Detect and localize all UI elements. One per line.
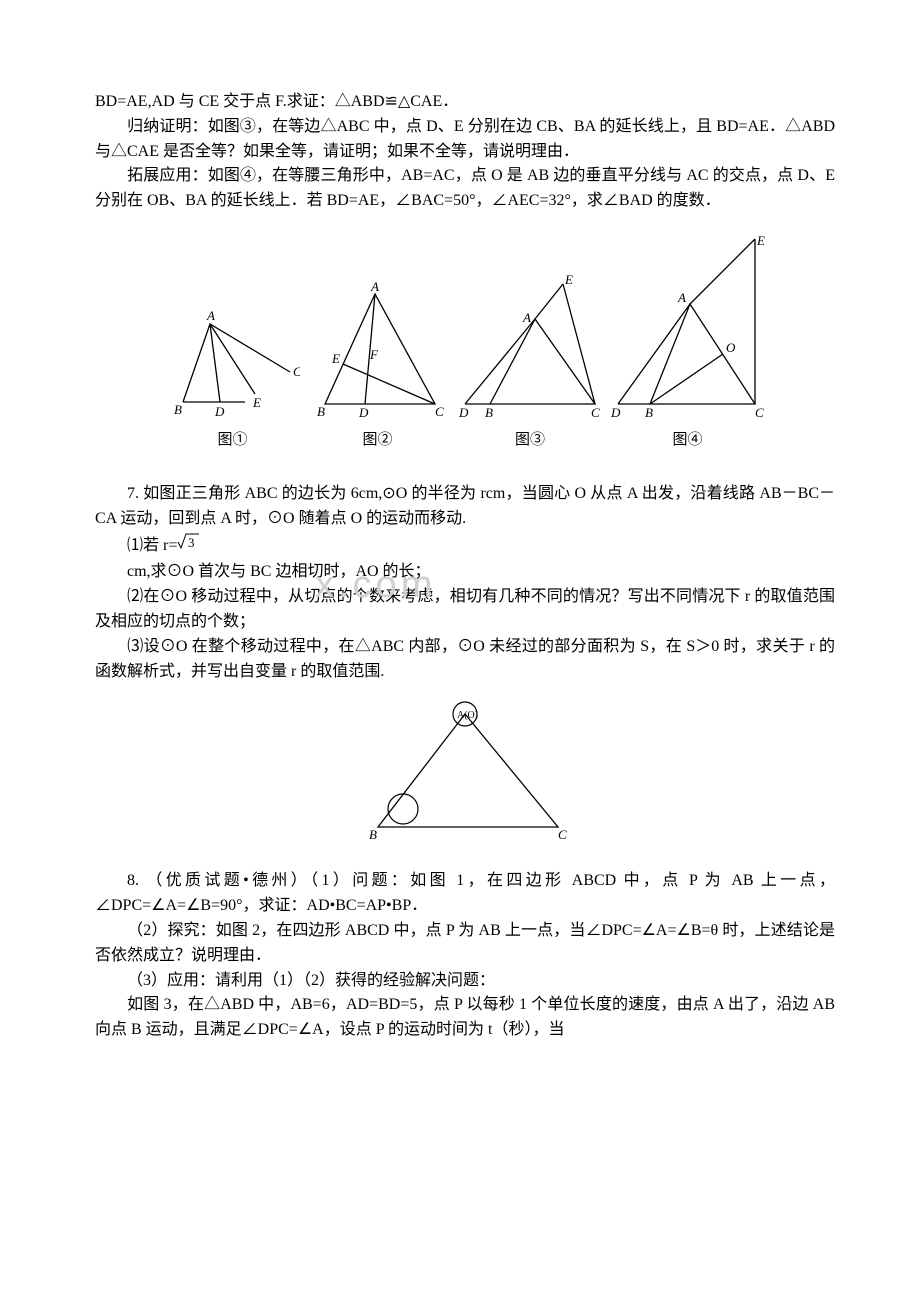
q7-sub2-text: ⑵在⊙O 移动过程中，从切点的个数来考虑，相切有几种不同的情况？写出不同情况下 …	[95, 588, 835, 630]
fig5-label-a: A(O)	[457, 710, 478, 721]
fig3-label-b: B	[485, 405, 493, 420]
fig3-label-a: A	[522, 310, 531, 325]
paragraph-2: 归纳证明：如图③，在等边△ABC 中，点 D、E 分别在边 CB、BA 的延长线…	[95, 115, 835, 165]
fig2-label-b: B	[317, 404, 325, 419]
q8-p2-text: （2）探究：如图 2，在四边形 ABCD 中，点 P 为 AB 上一点，当∠DP…	[95, 922, 835, 964]
fig2-caption: 图②	[362, 428, 392, 452]
figure-2: A B C D E F 图②	[305, 279, 450, 452]
figure-1-svg: A B D E C	[165, 304, 300, 424]
fig2-label-c: C	[435, 404, 444, 419]
fig2-label-d: D	[358, 405, 369, 420]
fig4-label-a: A	[677, 290, 686, 305]
q8-p1-text: 8. （优质试题•德州）（1）问题：如图 1，在四边形 ABCD 中，点 P 为…	[95, 872, 835, 914]
fig4-caption: 图④	[672, 428, 702, 452]
svg-text:3: 3	[188, 535, 195, 550]
fig4-label-c: C	[755, 405, 764, 420]
paragraph-3-text: 拓展应用：如图④，在等腰三角形中，AB=AC，点 O 是 AB 边的垂直平分线与…	[95, 167, 835, 209]
fig3-label-c: C	[591, 405, 600, 420]
fig1-label-a: A	[206, 308, 215, 323]
q7-sub1a-text: ⑴若 r=	[127, 537, 177, 554]
fig2-label-a: A	[370, 279, 379, 294]
q7-sub2: ⑵在⊙O 移动过程中，从切点的个数来考虑，相切有几种不同的情况？写出不同情况下 …	[95, 585, 835, 635]
fig3-caption: 图③	[515, 428, 545, 452]
q8-p3: （3）应用：请利用（1）（2）获得的经验解决问题：	[95, 969, 835, 994]
figure-1: A B D E C 图①	[165, 304, 300, 452]
watermark-region: x.com cm,求⊙O 首次与 BC 边相切时，AO 的长； ⑵在⊙O 移动过…	[95, 560, 835, 634]
fig1-label-b: B	[174, 402, 182, 417]
q7-stem-text: 7. 如图正三角形 ABC 的边长为 6cm,⊙O 的半径为 rcm，当圆心 O…	[95, 485, 835, 527]
paragraph-1: BD=AE,AD 与 CE 交于点 F.求证：△ABD≌△CAE．	[95, 90, 835, 115]
fig5-label-c: C	[558, 827, 567, 842]
fig4-label-o: O	[726, 340, 736, 355]
q7-sub1b: cm,求⊙O 首次与 BC 边相切时，AO 的长；	[95, 560, 835, 585]
figure-4: A B C D E O 图④	[610, 234, 765, 452]
q7-sub3: ⑶设⊙O 在整个移动过程中，在△ABC 内部，⊙O 未经过的部分面积为 S，在 …	[95, 635, 835, 685]
q7-sub1b-text: cm,求⊙O 首次与 BC 边相切时，AO 的长；	[127, 563, 431, 580]
fig1-label-e: E	[252, 395, 261, 410]
figure-4-svg: A B C D E O	[610, 234, 765, 424]
fig5-label-b: B	[369, 827, 377, 842]
figure-5-svg: A(O) B C	[358, 699, 573, 844]
q8-p4-text: 如图 3，在△ABD 中，AB=6，AD=BD=5，点 P 以每秒 1 个单位长…	[95, 996, 835, 1038]
fig3-label-d: D	[458, 405, 469, 420]
q8-p4: 如图 3，在△ABD 中，AB=6，AD=BD=5，点 P 以每秒 1 个单位长…	[95, 993, 835, 1043]
fig4-label-d: D	[610, 405, 621, 420]
fig3-label-e: E	[564, 274, 573, 287]
figures-row-1: A B D E C 图① A B C D E F 图② A B C D E	[95, 234, 835, 452]
fig4-label-b: B	[645, 405, 653, 420]
fig2-label-f: F	[369, 347, 379, 362]
fig1-caption: 图①	[217, 428, 247, 452]
figure-2-svg: A B C D E F	[305, 279, 450, 424]
fig4-label-e: E	[756, 234, 765, 248]
fig2-label-e: E	[331, 351, 340, 366]
figure-3-svg: A B C D E	[455, 274, 605, 424]
fig1-label-c: C	[293, 364, 300, 379]
figure-5-container: A(O) B C	[95, 699, 835, 844]
paragraph-3: 拓展应用：如图④，在等腰三角形中，AB=AC，点 O 是 AB 边的垂直平分线与…	[95, 164, 835, 214]
q8-p3-text: （3）应用：请利用（1）（2）获得的经验解决问题：	[127, 972, 495, 989]
q8-p1: 8. （优质试题•德州）（1）问题：如图 1，在四边形 ABCD 中，点 P 为…	[95, 869, 835, 919]
fig1-label-d: D	[214, 404, 225, 419]
figure-3: A B C D E 图③	[455, 274, 605, 452]
q8-p2: （2）探究：如图 2，在四边形 ABCD 中，点 P 为 AB 上一点，当∠DP…	[95, 919, 835, 969]
q7-sub3-text: ⑶设⊙O 在整个移动过程中，在△ABC 内部，⊙O 未经过的部分面积为 S，在 …	[95, 638, 835, 680]
paragraph-2-text: 归纳证明：如图③，在等边△ABC 中，点 D、E 分别在边 CB、BA 的延长线…	[95, 118, 835, 160]
sqrt3-icon: 3	[177, 532, 201, 561]
q7-stem: 7. 如图正三角形 ABC 的边长为 6cm,⊙O 的半径为 rcm，当圆心 O…	[95, 482, 835, 532]
q7-sub1a: ⑴若 r= 3	[95, 532, 835, 561]
